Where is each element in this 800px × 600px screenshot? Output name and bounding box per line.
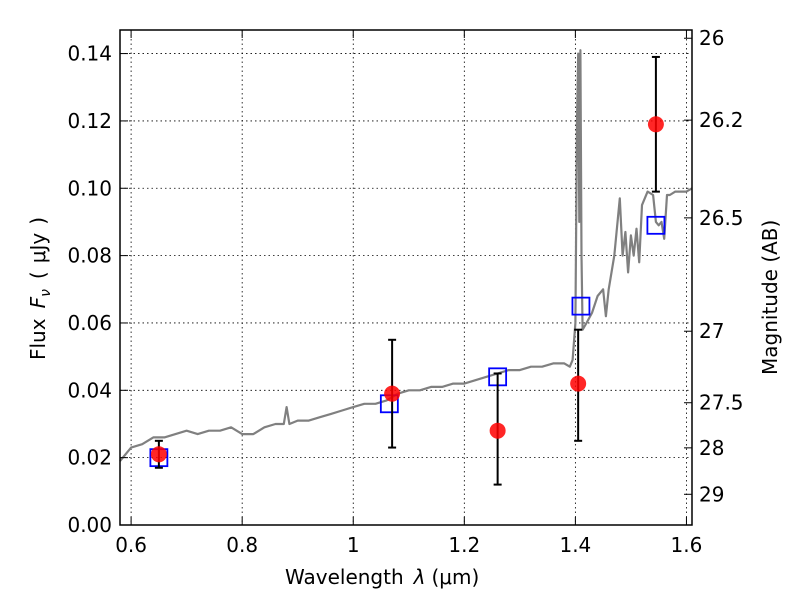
observed-photometry-point — [489, 422, 506, 439]
bottom-axis: 0.6 0.8 1 1.2 1.4 1.6 — [115, 30, 702, 557]
y-tick-label: 0.06 — [67, 311, 112, 335]
left-axis: 0.00 0.02 0.04 0.06 0.08 0.10 0.12 0.14 — [67, 42, 128, 537]
mag-tick-label: 26 — [699, 26, 724, 50]
y-tick-label: 0.02 — [67, 446, 112, 470]
observed-photometry-point — [570, 375, 587, 392]
observed-photometry-point — [647, 116, 664, 133]
mag-tick-label: 27.5 — [699, 391, 744, 415]
model-spectrum-line — [119, 49, 693, 462]
mag-tick-label: 28 — [699, 436, 724, 460]
observed-photometry-point — [150, 446, 167, 463]
x-axis-label: Wavelength λ (μm) — [285, 565, 479, 589]
x-tick-label: 0.6 — [115, 533, 147, 557]
observed-photometry-point — [384, 385, 401, 402]
plot-area — [119, 49, 693, 486]
y-tick-label: 0.14 — [67, 42, 112, 66]
right-magnitude-axis: 26 26.2 26.5 27 27.5 28 29 — [684, 26, 744, 506]
x-tick-label: 1.6 — [671, 533, 703, 557]
x-tick-label: 1 — [347, 533, 360, 557]
plot-frame — [119, 29, 693, 526]
y-tick-label: 0.10 — [67, 176, 112, 200]
mag-tick-label: 29 — [699, 482, 724, 506]
model-photometry-point — [646, 215, 666, 235]
mag-tick-label: 27 — [699, 319, 724, 343]
y-tick-label: 0.12 — [67, 109, 112, 133]
x-tick-label: 1.4 — [559, 533, 591, 557]
y-tick-label: 0.04 — [67, 378, 112, 402]
y-tick-label: 0.08 — [67, 244, 112, 268]
x-tick-label: 1.2 — [448, 533, 480, 557]
y-axis-label: FluxFν(μJy) — [26, 217, 54, 360]
x-tick-label: 0.8 — [226, 533, 258, 557]
mag-tick-label: 26.5 — [699, 206, 744, 230]
y-tick-label: 0.00 — [67, 513, 112, 537]
model-photometry-point — [571, 296, 591, 316]
mag-tick-label: 26.2 — [699, 108, 744, 132]
gridlines — [120, 30, 692, 525]
y2-axis-label: Magnitude (AB) — [758, 220, 782, 375]
